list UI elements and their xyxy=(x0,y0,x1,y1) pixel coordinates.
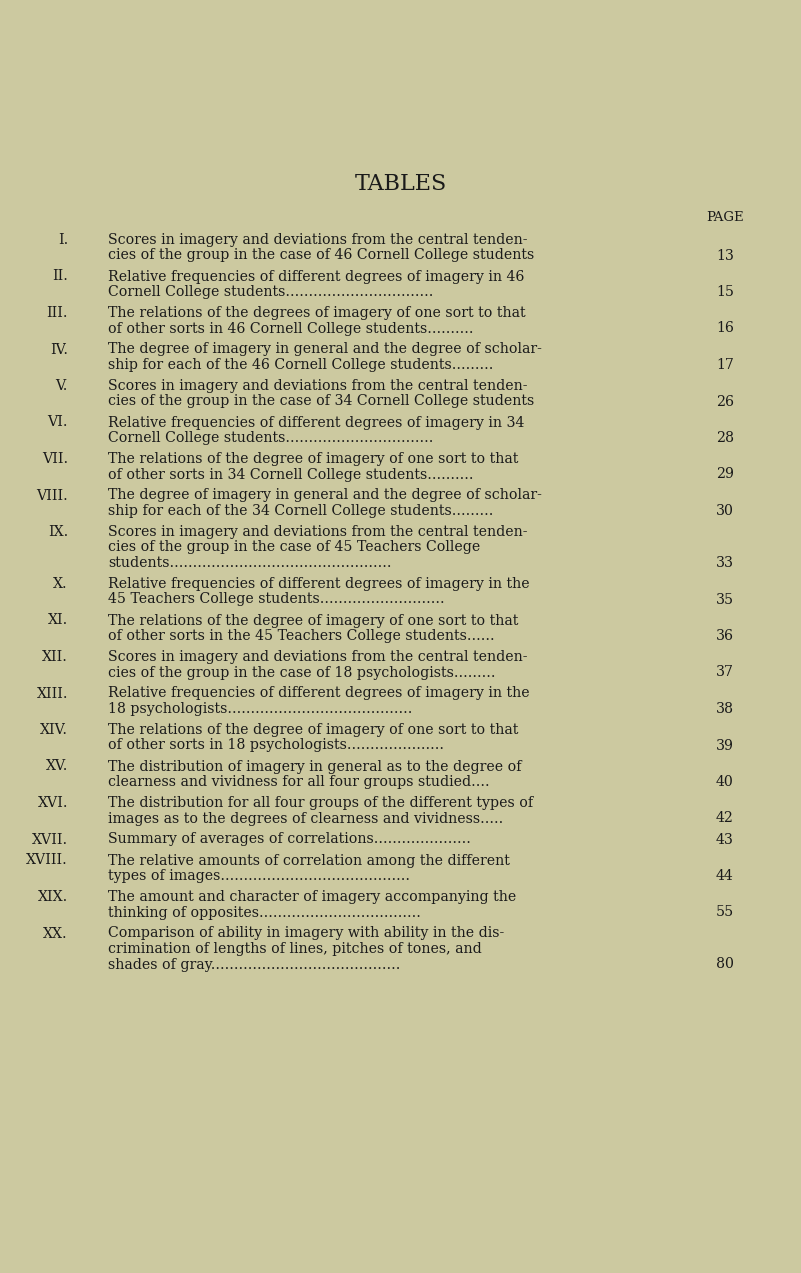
Text: XIX.: XIX. xyxy=(38,890,68,904)
Text: crimination of lengths of lines, pitches of tones, and: crimination of lengths of lines, pitches… xyxy=(108,942,481,956)
Text: The distribution for all four groups of the different types of: The distribution for all four groups of … xyxy=(108,796,533,810)
Text: 17: 17 xyxy=(716,358,734,372)
Text: cies of the group in the case of 34 Cornell College students: cies of the group in the case of 34 Corn… xyxy=(108,395,534,409)
Text: III.: III. xyxy=(46,306,68,320)
Text: X.: X. xyxy=(54,577,68,591)
Text: Relative frequencies of different degrees of imagery in 34: Relative frequencies of different degree… xyxy=(108,415,525,429)
Text: XX.: XX. xyxy=(43,927,68,941)
Text: 36: 36 xyxy=(716,629,734,643)
Text: of other sorts in 46 Cornell College students..........: of other sorts in 46 Cornell College stu… xyxy=(108,322,473,336)
Text: Scores in imagery and deviations from the central tenden-: Scores in imagery and deviations from th… xyxy=(108,651,528,665)
Text: VIII.: VIII. xyxy=(36,489,68,503)
Text: Scores in imagery and deviations from the central tenden-: Scores in imagery and deviations from th… xyxy=(108,233,528,247)
Text: IX.: IX. xyxy=(48,524,68,538)
Text: 38: 38 xyxy=(716,701,734,715)
Text: ship for each of the 46 Cornell College students.........: ship for each of the 46 Cornell College … xyxy=(108,358,493,372)
Text: 28: 28 xyxy=(716,432,734,446)
Text: 13: 13 xyxy=(716,248,734,262)
Text: cies of the group in the case of 45 Teachers College: cies of the group in the case of 45 Teac… xyxy=(108,541,481,555)
Text: II.: II. xyxy=(52,270,68,284)
Text: XIII.: XIII. xyxy=(37,686,68,700)
Text: Comparison of ability in imagery with ability in the dis-: Comparison of ability in imagery with ab… xyxy=(108,927,505,941)
Text: Cornell College students................................: Cornell College students................… xyxy=(108,285,433,299)
Text: XVI.: XVI. xyxy=(38,796,68,810)
Text: thinking of opposites...................................: thinking of opposites...................… xyxy=(108,905,421,919)
Text: 40: 40 xyxy=(716,775,734,789)
Text: clearness and vividness for all four groups studied....: clearness and vividness for all four gro… xyxy=(108,775,489,789)
Text: 33: 33 xyxy=(716,556,734,570)
Text: 18 psychologists........................................: 18 psychologists........................… xyxy=(108,701,413,715)
Text: Summary of averages of correlations.....................: Summary of averages of correlations.....… xyxy=(108,833,471,847)
Text: I.: I. xyxy=(58,233,68,247)
Text: The degree of imagery in general and the degree of scholar-: The degree of imagery in general and the… xyxy=(108,342,541,356)
Text: Cornell College students................................: Cornell College students................… xyxy=(108,432,433,446)
Text: 35: 35 xyxy=(716,592,734,606)
Text: PAGE: PAGE xyxy=(706,211,744,224)
Text: shades of gray.........................................: shades of gray..........................… xyxy=(108,957,400,971)
Text: VI.: VI. xyxy=(47,415,68,429)
Text: 29: 29 xyxy=(716,467,734,481)
Text: The distribution of imagery in general as to the degree of: The distribution of imagery in general a… xyxy=(108,760,521,774)
Text: of other sorts in the 45 Teachers College students......: of other sorts in the 45 Teachers Colleg… xyxy=(108,629,495,643)
Text: cies of the group in the case of 18 psychologists.........: cies of the group in the case of 18 psyc… xyxy=(108,666,496,680)
Text: The relations of the degree of imagery of one sort to that: The relations of the degree of imagery o… xyxy=(108,723,518,737)
Text: 55: 55 xyxy=(716,905,735,919)
Text: 30: 30 xyxy=(716,504,734,518)
Text: cies of the group in the case of 46 Cornell College students: cies of the group in the case of 46 Corn… xyxy=(108,248,534,262)
Text: The amount and character of imagery accompanying the: The amount and character of imagery acco… xyxy=(108,890,517,904)
Text: Relative frequencies of different degrees of imagery in 46: Relative frequencies of different degree… xyxy=(108,270,525,284)
Text: XIV.: XIV. xyxy=(40,723,68,737)
Text: of other sorts in 18 psychologists.....................: of other sorts in 18 psychologists......… xyxy=(108,738,444,752)
Text: Relative frequencies of different degrees of imagery in the: Relative frequencies of different degree… xyxy=(108,686,529,700)
Text: XVIII.: XVIII. xyxy=(26,853,68,867)
Text: images as to the degrees of clearness and vividness.....: images as to the degrees of clearness an… xyxy=(108,811,503,825)
Text: The relations of the degree of imagery of one sort to that: The relations of the degree of imagery o… xyxy=(108,452,518,466)
Text: TABLES: TABLES xyxy=(354,173,447,195)
Text: students................................................: students................................… xyxy=(108,556,392,570)
Text: ship for each of the 34 Cornell College students.........: ship for each of the 34 Cornell College … xyxy=(108,504,493,518)
Text: XV.: XV. xyxy=(46,760,68,774)
Text: types of images.........................................: types of images.........................… xyxy=(108,869,410,883)
Text: 44: 44 xyxy=(716,869,734,883)
Text: The relations of the degrees of imagery of one sort to that: The relations of the degrees of imagery … xyxy=(108,306,525,320)
Text: 15: 15 xyxy=(716,285,734,299)
Text: XVII.: XVII. xyxy=(32,833,68,847)
Text: The relations of the degree of imagery of one sort to that: The relations of the degree of imagery o… xyxy=(108,614,518,628)
Text: The degree of imagery in general and the degree of scholar-: The degree of imagery in general and the… xyxy=(108,489,541,503)
Text: IV.: IV. xyxy=(50,342,68,356)
Text: V.: V. xyxy=(55,379,68,393)
Text: 80: 80 xyxy=(716,957,734,971)
Text: 45 Teachers College students...........................: 45 Teachers College students............… xyxy=(108,592,445,606)
Text: 39: 39 xyxy=(716,738,734,752)
Text: 42: 42 xyxy=(716,811,734,825)
Text: 16: 16 xyxy=(716,322,734,336)
Text: 37: 37 xyxy=(716,666,734,680)
Text: Relative frequencies of different degrees of imagery in the: Relative frequencies of different degree… xyxy=(108,577,529,591)
Text: Scores in imagery and deviations from the central tenden-: Scores in imagery and deviations from th… xyxy=(108,524,528,538)
Text: XI.: XI. xyxy=(48,614,68,628)
Text: The relative amounts of correlation among the different: The relative amounts of correlation amon… xyxy=(108,853,510,867)
Text: Scores in imagery and deviations from the central tenden-: Scores in imagery and deviations from th… xyxy=(108,379,528,393)
Text: VII.: VII. xyxy=(42,452,68,466)
Text: of other sorts in 34 Cornell College students..........: of other sorts in 34 Cornell College stu… xyxy=(108,467,473,481)
Text: 26: 26 xyxy=(716,395,734,409)
Text: 43: 43 xyxy=(716,833,734,847)
Text: XII.: XII. xyxy=(42,651,68,665)
